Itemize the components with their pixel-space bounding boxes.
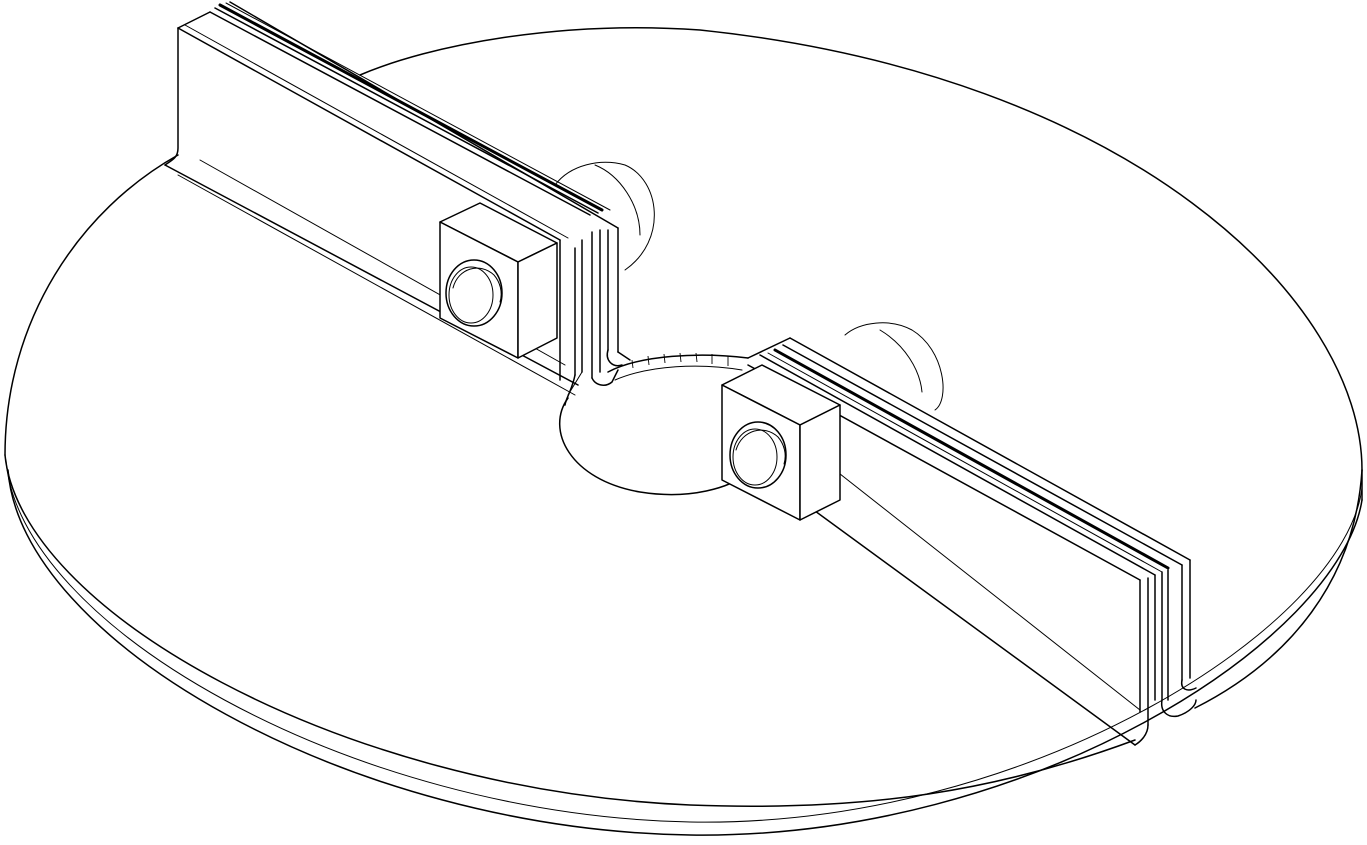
left-nut-block	[439, 202, 558, 359]
base-plate	[4, 27, 1363, 836]
right-cylinder	[844, 322, 944, 411]
center-hole	[558, 352, 751, 496]
right-nut-block	[721, 364, 841, 521]
left-cylinder	[554, 161, 655, 271]
left-rail	[164, 1, 631, 406]
